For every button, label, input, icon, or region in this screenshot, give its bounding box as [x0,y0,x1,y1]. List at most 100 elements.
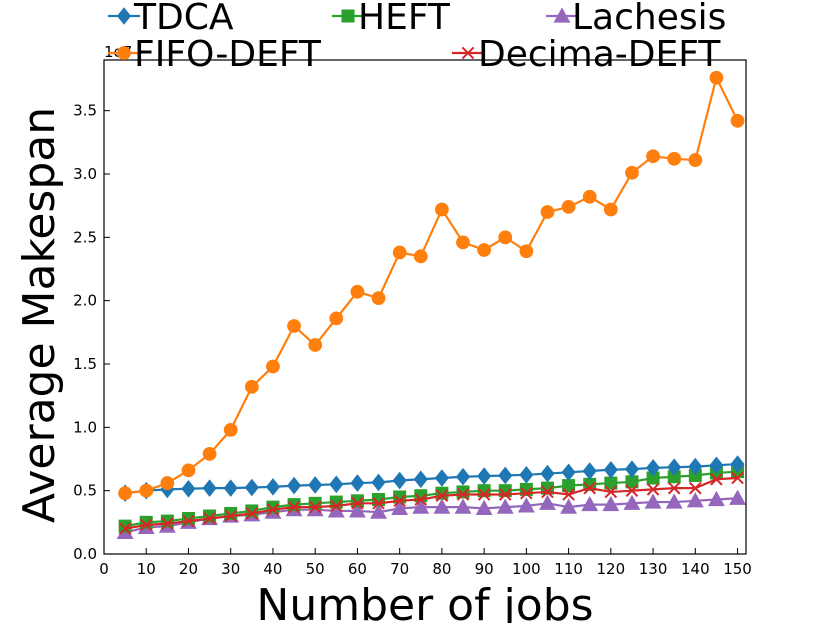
data-point-tdca [413,470,428,489]
data-point-tdca [603,460,618,479]
legend-marker-tdca [116,7,132,25]
data-point-decima-deft [351,497,364,510]
data-point-fifo-deft [603,202,618,217]
data-point-lachesis [391,499,409,515]
data-point-tdca [181,479,196,498]
data-point-heft [287,498,301,512]
data-point-lachesis [560,498,578,514]
data-point-lachesis [348,502,366,518]
y-tick-label: 2.0 [73,292,97,310]
legend-label-tdca: TDCA [133,0,234,38]
data-point-decima-deft [329,499,343,513]
data-point-tdca [329,475,344,494]
data-point-lachesis [602,495,620,512]
data-point-heft [203,509,217,523]
data-point-lachesis [539,494,556,510]
data-point-decima-deft [646,483,660,496]
legend-marker-decima-deft [461,46,475,60]
data-point-fifo-deft [287,319,301,333]
data-point-decima-deft [477,488,491,501]
data-point-fifo-deft [625,165,639,180]
data-point-decima-deft [224,509,238,523]
data-point-lachesis [729,489,747,505]
data-point-fifo-deft [118,486,133,501]
data-point-decima-deft [118,522,132,535]
data-point-tdca [265,478,280,496]
data-point-fifo-deft [477,243,492,257]
data-point-fifo-deft [371,291,386,306]
series-fifo-deft [118,70,745,501]
data-point-decima-deft [520,486,533,500]
data-point-decima-deft [456,488,470,501]
plot-frame [103,59,747,555]
data-point-decima-deft [689,481,702,495]
data-point-fifo-deft [350,284,365,299]
x-tick-label: 100 [512,560,541,578]
y-tick-label: 0.5 [73,482,97,500]
data-point-heft [160,514,174,528]
data-point-fifo-deft [308,338,323,352]
legend-marker-heft [341,9,355,23]
x-tick-label: 40 [263,560,282,578]
data-point-decima-deft [710,472,723,486]
x-tick-label: 50 [306,560,325,578]
data-point-fifo-deft [160,476,175,490]
data-point-decima-deft [308,500,322,514]
data-point-tdca [709,456,724,475]
data-point-fifo-deft [561,200,576,214]
data-point-fifo-deft [646,149,660,164]
x-tick-label: 90 [475,560,494,578]
data-point-fifo-deft [540,205,555,219]
data-point-heft [350,494,364,508]
data-point-tdca [477,467,492,485]
data-point-fifo-deft [413,249,428,264]
data-point-tdca [371,473,386,492]
data-point-lachesis [686,492,704,508]
x-tick-label: 20 [179,560,198,578]
data-point-fifo-deft [266,359,280,374]
data-point-fifo-deft [181,463,196,478]
data-point-fifo-deft [329,311,344,326]
data-point-decima-deft [287,500,301,514]
data-point-tdca [223,479,238,497]
data-point-decima-deft [266,503,280,516]
data-point-heft [118,519,132,533]
data-point-fifo-deft [709,70,724,85]
series-line-decima-deft [124,476,738,530]
legend-item-fifo-deft: FIFO-DEFT [108,34,322,75]
data-point-fifo-deft [688,153,703,167]
data-point-lachesis [665,493,683,509]
y-tick-label: 3.5 [73,102,97,120]
data-point-fifo-deft [392,245,407,260]
data-point-tdca [455,467,471,486]
legend-item-decima-deft: Decima-DEFT [452,34,721,75]
y-tick-label: 1.0 [73,418,97,436]
x-tick-label: 10 [137,560,156,578]
data-point-decima-deft [203,512,216,525]
legend-item-tdca: TDCA [108,0,234,38]
x-axis-title: Number of jobs [256,580,593,623]
data-point-fifo-deft [223,422,238,437]
data-point-tdca [688,457,703,476]
data-point-lachesis [517,497,535,513]
data-point-fifo-deft [202,447,217,461]
legend-label-decima-deft: Decima-DEFT [478,34,721,75]
x-tick-label: 70 [390,560,409,578]
data-point-tdca [730,455,745,473]
data-point-tdca [582,462,597,480]
data-point-tdca [540,464,555,483]
legend-item-lachesis: Lachesis [546,0,726,38]
data-point-lachesis [475,499,493,515]
data-point-lachesis [707,490,725,507]
data-point-decima-deft [667,481,681,495]
legend-item-heft: HEFT [332,0,451,38]
data-point-tdca [308,476,323,494]
data-point-tdca [434,469,449,487]
legend: TDCA HEFT Lachesis FIFO-DEFT Decima-DEFT [108,0,726,75]
data-point-lachesis [454,498,472,514]
x-tick-label: 140 [681,560,710,578]
data-point-fifo-deft [139,483,154,498]
series-decima-deft [118,471,744,535]
data-point-tdca [561,463,576,482]
